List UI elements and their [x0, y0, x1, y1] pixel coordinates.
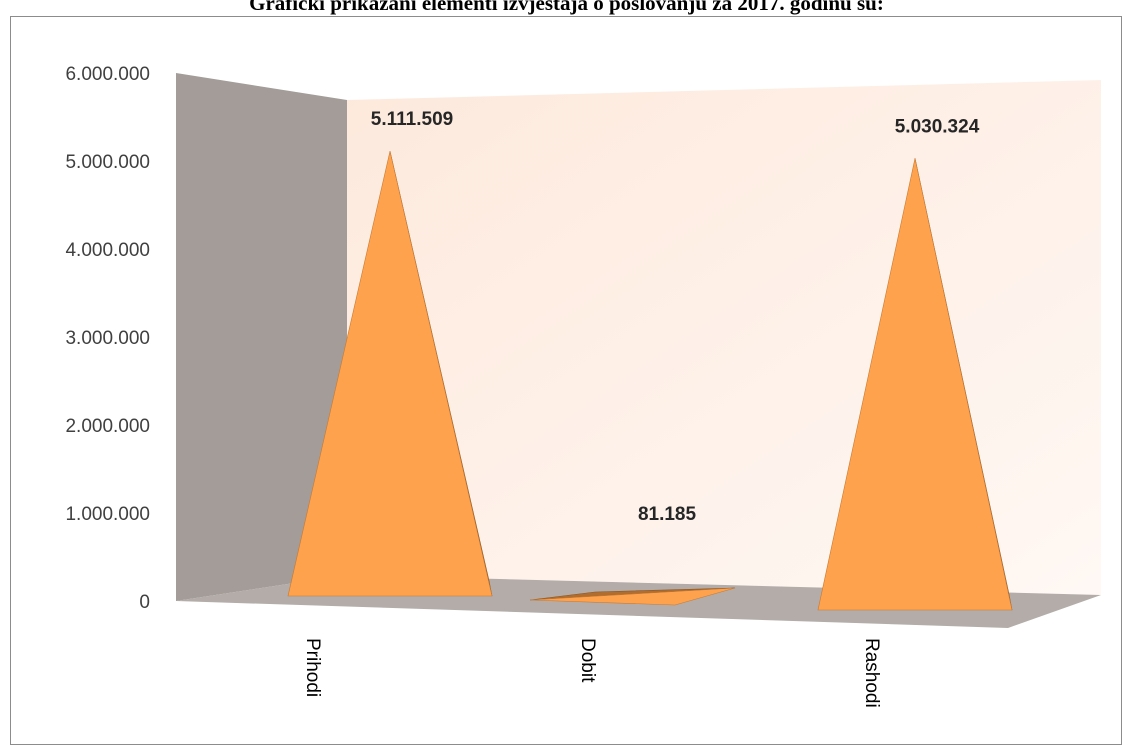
x-category-label: Dobit	[577, 638, 598, 683]
y-tick-label: 1.000.000	[65, 504, 150, 525]
data-label: 5.111.509	[371, 109, 453, 130]
y-axis-ticks: 0 1.000.000 2.000.000 3.000.000 4.000.000 5.0…	[65, 64, 150, 613]
pyramid-front-face	[287, 151, 493, 597]
page-title: Grafički prikazani elementi izvještaja o…	[249, 0, 884, 15]
data-label: 5.030.324	[895, 116, 980, 137]
y-tick-label: 4.000.000	[65, 240, 150, 261]
data-labels: 5.111.509 81.185 5.030.324	[371, 109, 980, 525]
chart-side-wall	[176, 73, 347, 601]
y-tick-label: 6.000.000	[65, 64, 150, 85]
pyramid-series	[287, 151, 1013, 611]
y-tick-label: 3.000.000	[65, 328, 150, 349]
x-category-label: Prihodi	[302, 638, 323, 697]
pyramid-front-face	[529, 587, 736, 606]
y-tick-label: 5.000.000	[65, 152, 150, 173]
chart-frame	[10, 16, 1122, 745]
x-axis-categories: Prihodi Dobit Rashodi	[302, 638, 882, 708]
x-category-label: Rashodi	[861, 638, 882, 708]
y-tick-label: 0	[139, 592, 150, 613]
data-label: 81.185	[638, 504, 697, 525]
pyramid-front-face	[817, 158, 1013, 611]
y-tick-label: 2.000.000	[65, 416, 150, 437]
